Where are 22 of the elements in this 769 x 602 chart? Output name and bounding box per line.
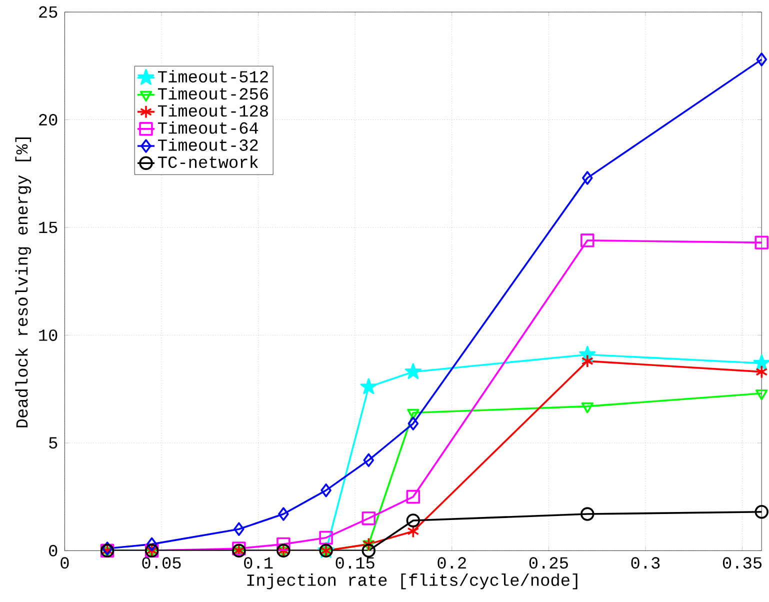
x-tick-label: 0.3 — [631, 556, 660, 568]
x-tick-label: 0.05 — [142, 556, 181, 568]
legend-label: Timeout-128 — [158, 104, 268, 117]
x-tick-label: 0 — [60, 556, 69, 568]
x-tick-label: 0.35 — [722, 556, 762, 568]
legend-label: TC-network — [158, 155, 258, 168]
y-axis-title: Deadlock resolving energy [%] — [15, 137, 32, 428]
x-axis-title: Injection rate [flits/cycle/node] — [247, 573, 578, 590]
y-tick-label: 5 — [49, 437, 58, 448]
legend-label: Timeout-512 — [158, 70, 268, 82]
x-tick-label: 0.25 — [529, 556, 568, 568]
x-tick-label: 0.1 — [244, 556, 273, 568]
legend-label: Timeout-256 — [158, 86, 268, 100]
y-tick-label: 25 — [39, 6, 58, 18]
legend-label: Timeout-64 — [158, 121, 258, 134]
y-tick-label: 10 — [39, 329, 58, 341]
legend-label: Timeout-32 — [158, 138, 258, 151]
x-tick-label: 0.2 — [438, 556, 466, 568]
y-tick-label: 15 — [39, 222, 58, 233]
y-tick-label: 20 — [39, 114, 58, 126]
x-tick-label: 0.15 — [336, 556, 374, 568]
y-tick-label: 0 — [49, 544, 58, 556]
